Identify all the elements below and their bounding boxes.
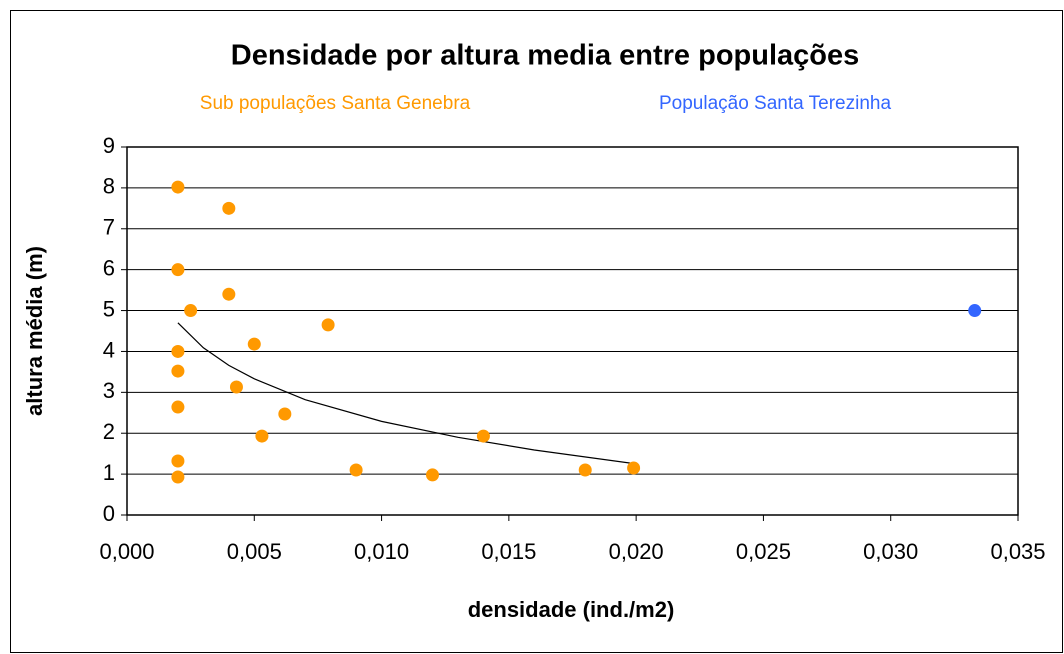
- data-point: [222, 201, 236, 215]
- data-point: [578, 463, 592, 477]
- data-point: [247, 337, 261, 351]
- plot-area: [126, 146, 1019, 516]
- data-point: [171, 364, 185, 378]
- x-tick-label: 0,030: [863, 539, 918, 564]
- data-point: [255, 429, 269, 443]
- data-point: [321, 318, 335, 332]
- data-point: [476, 429, 490, 443]
- x-tick-label: 0,025: [736, 539, 791, 564]
- data-point: [171, 470, 185, 484]
- x-tick-label: 0,035: [990, 539, 1045, 564]
- data-point: [171, 344, 185, 358]
- y-tick-label: 9: [103, 133, 115, 158]
- data-point: [171, 400, 185, 414]
- data-point: [171, 263, 185, 277]
- y-tick-label: 4: [103, 337, 115, 362]
- data-point: [349, 463, 363, 477]
- data-point: [425, 468, 439, 482]
- data-point: [184, 304, 198, 318]
- legend-entry: População Santa Terezinha: [659, 93, 891, 114]
- x-axis-title: densidade (ind./m2): [468, 597, 675, 622]
- chart-title: Densidade por altura media entre populaç…: [231, 40, 860, 72]
- data-point: [627, 461, 641, 475]
- data-point: [222, 287, 236, 301]
- data-point: [229, 380, 243, 394]
- x-tick-label: 0,000: [99, 539, 154, 564]
- data-point: [171, 180, 185, 194]
- y-tick-label: 2: [103, 419, 115, 444]
- y-tick-label: 8: [103, 174, 115, 199]
- y-tick-label: 3: [103, 378, 115, 403]
- x-tick-label: 0,010: [354, 539, 409, 564]
- y-tick-label: 0: [103, 501, 115, 526]
- trend-line: [177, 322, 637, 465]
- y-tick-label: 1: [103, 460, 115, 485]
- y-tick-label: 6: [103, 255, 115, 280]
- y-axis-title: altura média (m): [22, 246, 47, 416]
- legend-entry: Sub populações Santa Genebra: [200, 93, 471, 114]
- data-point: [968, 304, 982, 318]
- x-tick-label: 0,005: [227, 539, 282, 564]
- y-tick-label: 7: [103, 215, 115, 240]
- y-tick-label: 5: [103, 296, 115, 321]
- x-tick-label: 0,015: [481, 539, 536, 564]
- data-point: [278, 407, 292, 421]
- x-tick-label: 0,020: [609, 539, 664, 564]
- data-point: [171, 454, 185, 468]
